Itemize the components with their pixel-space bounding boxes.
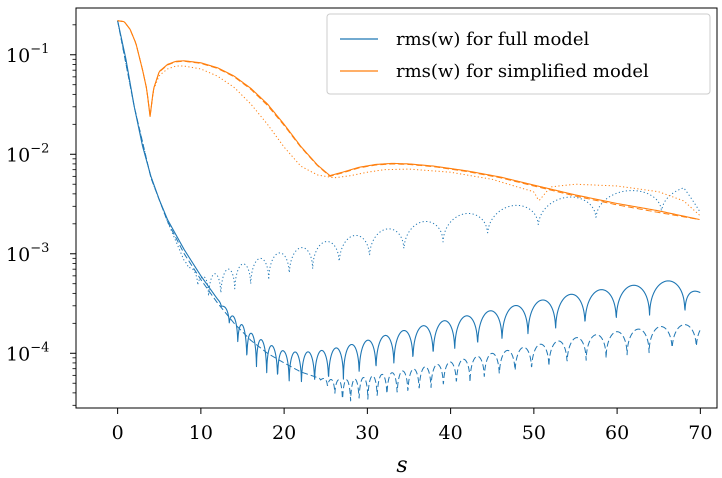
legend-box bbox=[326, 13, 711, 95]
x-tick-label: 50 bbox=[522, 422, 546, 444]
y-tick-label: 10−2 bbox=[6, 141, 49, 166]
x-axis-label: s bbox=[396, 453, 407, 478]
legend-label-simplified: rms(w) for simplified model bbox=[396, 61, 649, 82]
x-tick-label: 60 bbox=[605, 422, 629, 444]
series-simplified-solid bbox=[117, 20, 700, 221]
legend: rms(w) for full model rms(w) for simplif… bbox=[326, 13, 711, 95]
x-tick-label: 70 bbox=[688, 422, 712, 444]
x-tick-label: 0 bbox=[112, 422, 124, 444]
series-full-dotted bbox=[117, 20, 701, 297]
plot-frame bbox=[75, 7, 718, 409]
x-tick-label: 40 bbox=[439, 422, 463, 444]
legend-label-full: rms(w) for full model bbox=[396, 29, 589, 50]
x-tick-label: 20 bbox=[272, 422, 296, 444]
series-simplified-dotted bbox=[117, 20, 700, 216]
y-tick-label: 10−4 bbox=[6, 340, 49, 365]
series-full-solid bbox=[117, 20, 701, 383]
series-full-dashed bbox=[117, 20, 701, 402]
x-tick-label: 10 bbox=[189, 422, 213, 444]
series-simplified-dashed bbox=[117, 20, 700, 221]
x-tick-label: 30 bbox=[355, 422, 379, 444]
y-tick-label: 10−3 bbox=[6, 241, 49, 266]
y-tick-label: 10−1 bbox=[6, 42, 49, 67]
